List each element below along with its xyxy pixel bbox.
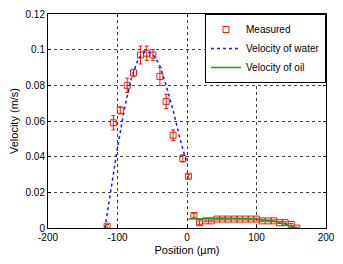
svg-text:0.08: 0.08 [26,80,46,91]
svg-text:Velocity of oil: Velocity of oil [246,62,304,73]
svg-text:0.02: 0.02 [26,187,46,198]
svg-text:100: 100 [248,232,265,243]
svg-text:-100: -100 [107,232,127,243]
svg-text:0.04: 0.04 [26,151,46,162]
svg-text:Velocity (m/s): Velocity (m/s) [8,88,20,154]
svg-text:0.1: 0.1 [31,44,45,55]
svg-text:Measured: Measured [246,24,290,35]
svg-text:Velocity of water: Velocity of water [246,43,319,54]
svg-text:0.12: 0.12 [26,9,46,20]
svg-text:0: 0 [184,232,190,243]
svg-text:Position (µm): Position (µm) [154,244,219,256]
svg-text:200: 200 [318,232,335,243]
svg-text:0: 0 [39,223,45,234]
svg-text:-200: -200 [38,232,58,243]
svg-text:0.06: 0.06 [26,116,46,127]
